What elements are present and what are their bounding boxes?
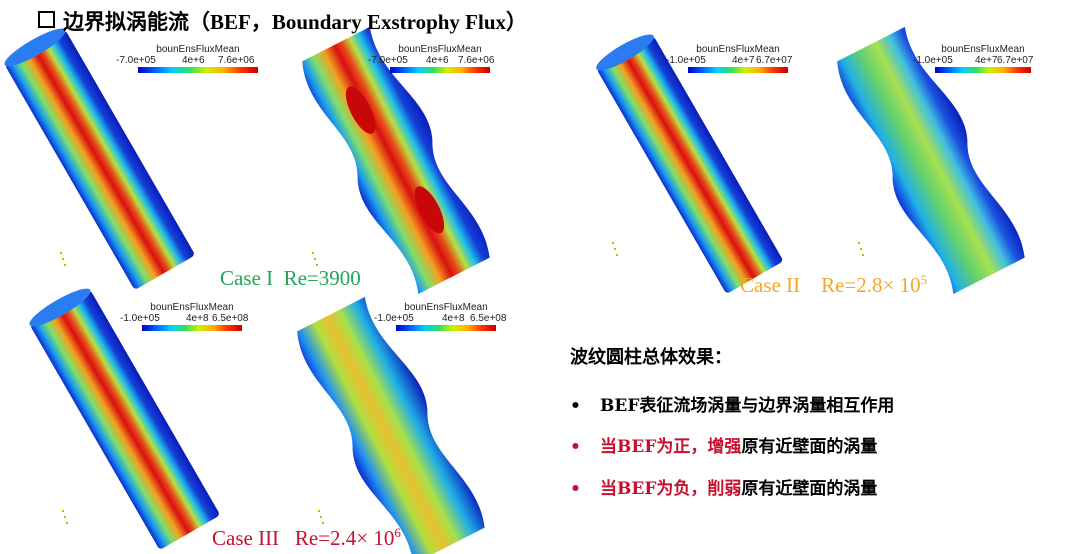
case1-wavy-cylinder bbox=[302, 26, 490, 294]
colorbar-gradient bbox=[688, 67, 788, 73]
bullet-marker: • bbox=[570, 396, 581, 416]
bullet-text-suffix: 原有近壁面的涡量 bbox=[741, 437, 878, 457]
bullet-text-prefix: 当BEF为负， bbox=[600, 479, 708, 499]
axes-triad-icon bbox=[612, 242, 618, 258]
colorbar-gradient bbox=[390, 67, 490, 73]
colorbar-case3-straight: bounEnsFluxMean -1.0e+05 4e+8 6.5e+08 bbox=[120, 302, 248, 331]
reynolds-exponent: 6 bbox=[394, 525, 401, 540]
case1-label: Case I Re=3900 bbox=[220, 266, 361, 291]
summary-heading: 波纹圆柱总体效果： bbox=[570, 347, 732, 368]
bullet-text-prefix: 当BEF为正， bbox=[600, 437, 708, 457]
colorbar-tick: 6.7e+07 bbox=[997, 55, 1034, 66]
colorbar-tick: -7.0e+05 bbox=[116, 55, 156, 66]
bullet-emphasis: 增强 bbox=[707, 437, 742, 457]
square-bullet-icon bbox=[38, 11, 55, 28]
colorbar-case3-wavy: bounEnsFluxMean -1.0e+05 4e+8 6.5e+08 bbox=[374, 302, 506, 331]
colorbar-tick: 6.5e+08 bbox=[470, 313, 507, 324]
case-name: Case II bbox=[740, 273, 801, 297]
colorbar-tick: 7.6e+06 bbox=[458, 55, 495, 66]
slide-title: 边界拟涡能流（BEF，Boundary Exstrophy Flux） bbox=[38, 6, 527, 36]
colorbar-title: bounEnsFluxMean bbox=[398, 44, 482, 55]
colorbar-case1-wavy: bounEnsFluxMean -7.0e+05 4e+6 7.6e+06 bbox=[368, 44, 494, 73]
colorbar-title: bounEnsFluxMean bbox=[156, 44, 240, 55]
bullet-text: BEF表征流场涡量与边界涡量相互作用 bbox=[600, 396, 895, 416]
colorbar-tick: 6.5e+08 bbox=[212, 313, 249, 324]
case3-label: Case III Re=2.4× 106 bbox=[212, 525, 401, 551]
colorbar-tick: -1.0e+05 bbox=[666, 55, 706, 66]
colorbar-case2-straight: bounEnsFluxMean -1.0e+05 4e+7 6.7e+07 bbox=[666, 44, 792, 73]
summary-bullet: • BEF表征流场涡量与边界涡量相互作用 bbox=[570, 391, 894, 416]
colorbar-case2-wavy: bounEnsFluxMean -1.0e+05 4e+7 6.7e+07 bbox=[913, 44, 1034, 73]
colorbar-tick: 4e+8 bbox=[186, 313, 209, 324]
axes-triad-icon bbox=[318, 510, 324, 526]
colorbar-gradient bbox=[142, 325, 242, 331]
colorbar-tick: -7.0e+05 bbox=[368, 55, 408, 66]
bullet-marker: • bbox=[570, 437, 581, 457]
axes-triad-icon bbox=[60, 252, 66, 268]
reynolds-number: Re=2.4× 10 bbox=[294, 526, 395, 550]
colorbar-case1-straight: bounEnsFluxMean -7.0e+05 4e+6 7.6e+06 bbox=[116, 44, 258, 73]
colorbar-title: bounEnsFluxMean bbox=[696, 44, 780, 55]
case2-label: Case II Re=2.8× 105 bbox=[740, 272, 927, 298]
case-name: Case I bbox=[220, 266, 274, 290]
colorbar-gradient bbox=[138, 67, 258, 73]
colorbar-title: bounEnsFluxMean bbox=[404, 302, 488, 313]
colorbar-tick: 4e+6 bbox=[182, 55, 205, 66]
colorbar-tick: 7.6e+06 bbox=[218, 55, 255, 66]
summary-bullet: • 当BEF为正，增强原有近壁面的涡量 bbox=[570, 432, 877, 457]
reynolds-number: Re=2.8× 10 bbox=[821, 273, 921, 297]
bullet-marker: • bbox=[570, 479, 581, 499]
bullet-text-suffix: 原有近壁面的涡量 bbox=[741, 479, 878, 499]
axes-triad-icon bbox=[858, 242, 864, 258]
reynolds-exponent: 5 bbox=[920, 272, 928, 287]
colorbar-tick: 4e+7 bbox=[975, 55, 998, 66]
colorbar-tick: 4e+7 bbox=[732, 55, 755, 66]
bullet-emphasis: 削弱 bbox=[707, 479, 742, 499]
case3-wavy-cylinder bbox=[297, 296, 485, 554]
case3-straight-cylinder bbox=[29, 288, 219, 549]
case-name: Case III bbox=[212, 526, 280, 550]
summary-bullet: • 当BEF为负，削弱原有近壁面的涡量 bbox=[570, 474, 877, 499]
colorbar-tick: 6.7e+07 bbox=[756, 55, 793, 66]
colorbar-tick: -1.0e+05 bbox=[913, 55, 953, 66]
axes-triad-icon bbox=[62, 510, 68, 526]
case2-wavy-cylinder bbox=[837, 26, 1025, 294]
case2-straight-cylinder bbox=[596, 34, 783, 293]
colorbar-tick: 4e+8 bbox=[442, 313, 465, 324]
reynolds-number: Re=3900 bbox=[283, 266, 361, 290]
case1-straight-cylinder bbox=[4, 28, 194, 289]
colorbar-gradient bbox=[396, 325, 496, 331]
colorbar-gradient bbox=[935, 67, 1031, 73]
colorbar-tick: -1.0e+05 bbox=[120, 313, 160, 324]
colorbar-title: bounEnsFluxMean bbox=[941, 44, 1025, 55]
colorbar-title: bounEnsFluxMean bbox=[150, 302, 234, 313]
axes-triad-icon bbox=[312, 252, 318, 268]
colorbar-tick: -1.0e+05 bbox=[374, 313, 414, 324]
colorbar-tick: 4e+6 bbox=[426, 55, 449, 66]
